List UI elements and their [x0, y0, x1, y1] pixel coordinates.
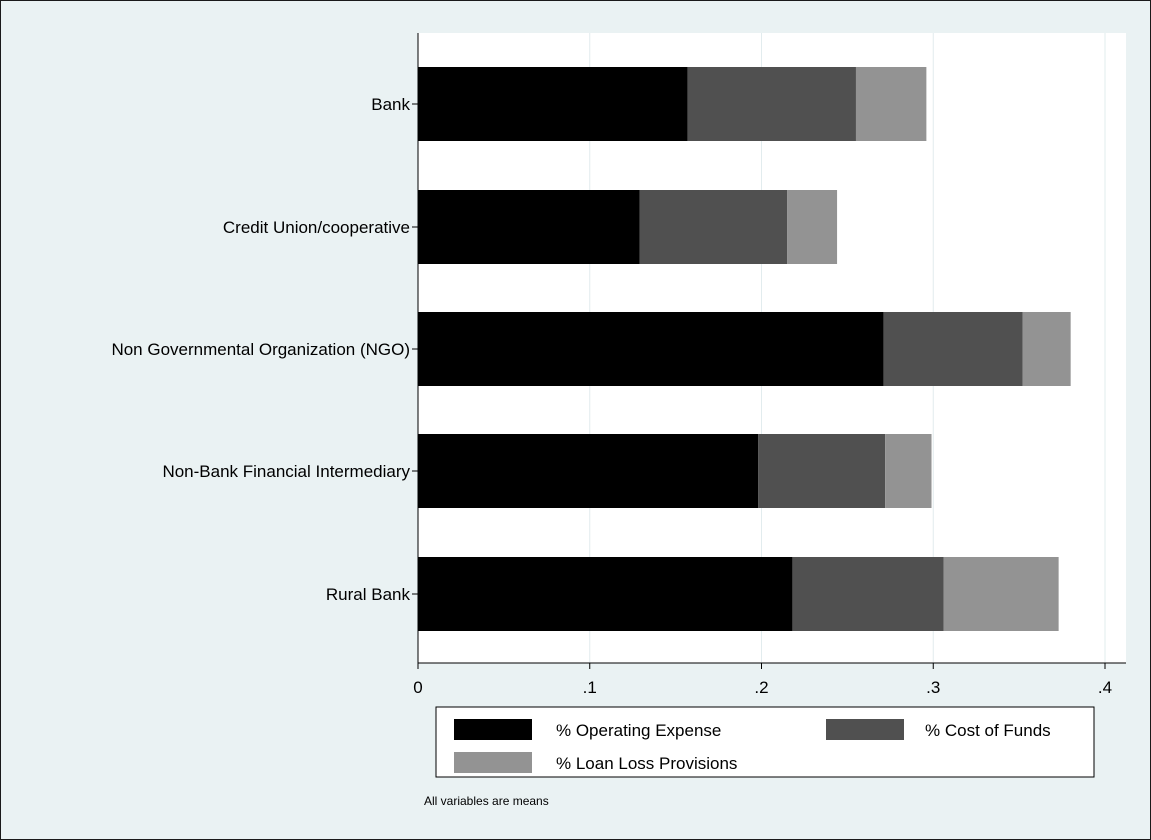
legend-swatch [454, 719, 532, 740]
bar-segment [418, 557, 793, 631]
x-tick-labels: 0 .1 .2 .3 .4 [413, 678, 1112, 697]
bar-segment [885, 434, 932, 508]
bar-segment [418, 67, 688, 141]
x-tick-label: .1 [583, 678, 597, 697]
category-labels: Bank Credit Union/cooperative Non Governme… [111, 95, 410, 604]
chart-note: All variables are means [424, 794, 549, 808]
bar-segment [418, 434, 759, 508]
bar-segment [943, 557, 1059, 631]
bar-segment [687, 67, 856, 141]
x-tick-label: 0 [413, 678, 422, 697]
legend-swatch [826, 719, 904, 740]
legend-swatch [454, 752, 532, 773]
legend: % Operating Expense % Cost of Funds % Loan… [435, 706, 1095, 778]
legend-label: % Loan Loss Provisions [556, 754, 737, 773]
bar-segment [883, 312, 1023, 386]
legend-box [435, 706, 1095, 778]
x-tick-label: .4 [1098, 678, 1112, 697]
category-label: Rural Bank [326, 585, 411, 604]
bar-segment [758, 434, 886, 508]
x-tick-label: .3 [926, 678, 940, 697]
bar-segment [639, 190, 788, 264]
x-tick-label: .2 [754, 678, 768, 697]
bar-segment [787, 190, 838, 264]
category-label: Non Governmental Organization (NGO) [111, 340, 410, 359]
axes [412, 33, 1126, 669]
legend-label: % Cost of Funds [925, 721, 1051, 740]
bar-segment [792, 557, 944, 631]
bar-segment [1022, 312, 1071, 386]
bars [418, 67, 1071, 631]
bar-segment [855, 67, 927, 141]
category-label: Non-Bank Financial Intermediary [162, 462, 410, 481]
category-label: Credit Union/cooperative [223, 218, 410, 237]
category-label: Bank [371, 95, 410, 114]
bar-segment [418, 312, 884, 386]
bar-segment [418, 190, 640, 264]
legend-label: % Operating Expense [556, 721, 721, 740]
